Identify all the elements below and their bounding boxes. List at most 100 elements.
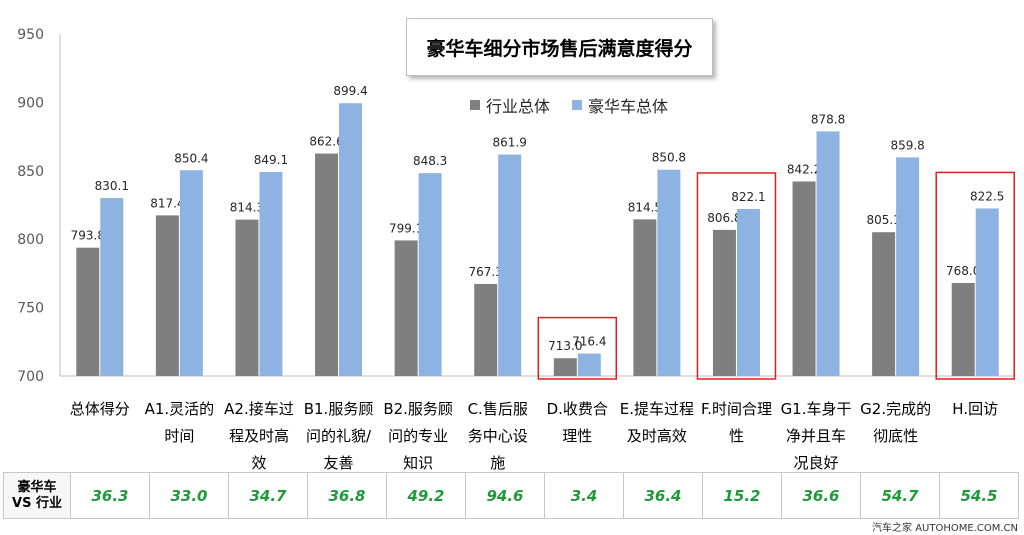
y-tick-label: 950 bbox=[17, 27, 44, 43]
data-label-luxury: 861.9 bbox=[493, 136, 527, 150]
x-tick-label-line: 性 bbox=[728, 427, 744, 445]
bar-industry bbox=[76, 247, 100, 376]
comparison-value: 36.3 bbox=[70, 472, 150, 519]
x-tick-label-line: A1.灵活的 bbox=[144, 400, 215, 418]
comparison-value: 54.5 bbox=[939, 472, 1019, 519]
legend-item-luxury: 豪华车总体 bbox=[572, 93, 668, 117]
bar-chart: 700 750 800 850 900 950 793.8 830.1 817.4 850.4 81… bbox=[17, 27, 1015, 385]
bar-industry bbox=[872, 232, 896, 376]
bar-industry bbox=[951, 282, 975, 376]
data-label-industry: 767.3 bbox=[469, 265, 503, 279]
highlight-box bbox=[537, 316, 618, 380]
comparison-header-line2: VS 行业 bbox=[12, 495, 62, 511]
data-label-industry: 842.2 bbox=[787, 162, 821, 176]
y-tick-label: 700 bbox=[17, 369, 44, 385]
x-tick-label: A1.灵活的 时间 bbox=[140, 396, 218, 450]
data-label-industry: 768.0 bbox=[946, 264, 980, 278]
x-tick-label-line: 及时高效 bbox=[626, 427, 687, 445]
comparison-value: 36.4 bbox=[623, 472, 703, 519]
chart-legend: 行业总体 豪华车总体 bbox=[470, 93, 690, 117]
x-tick-label-line: C.售后服 bbox=[467, 400, 528, 418]
x-tick-label-line: A2.接车过 bbox=[224, 400, 294, 418]
x-tick-label-line: 理性 bbox=[562, 427, 593, 445]
bar-industry bbox=[792, 181, 816, 376]
bar-luxury bbox=[418, 173, 442, 376]
comparison-row: 豪华车 VS 行业 36.3 33.0 34.7 36.8 49.2 94.6 … bbox=[3, 472, 1019, 519]
x-tick-label: B2.服务顾 问的专业知识 bbox=[379, 396, 457, 477]
legend-label-luxury: 豪华车总体 bbox=[588, 97, 669, 116]
x-tick-label-line: D.收费合 bbox=[546, 400, 608, 418]
x-tick-label-line: B1.服务顾 bbox=[303, 400, 374, 418]
comparison-value: 15.2 bbox=[702, 472, 782, 519]
watermark: 汽车之家 AUTOHOME.COM.CN bbox=[872, 523, 1018, 534]
data-label-luxury: 822.1 bbox=[731, 190, 765, 204]
y-tick-label: 850 bbox=[17, 164, 44, 180]
x-tick-label: G1.车身干 净并且车况良好 bbox=[777, 396, 855, 477]
x-tick-label-line: 知识 bbox=[403, 454, 434, 472]
bar-luxury bbox=[100, 198, 124, 376]
x-tick-label: D.收费合理性 bbox=[538, 396, 616, 450]
bar-luxury bbox=[736, 208, 760, 376]
bar-luxury bbox=[577, 353, 601, 376]
bar-luxury bbox=[498, 154, 522, 376]
data-label-industry: 817.4 bbox=[150, 196, 184, 210]
data-label-industry: 805.1 bbox=[866, 213, 900, 227]
data-label-industry: 713.0 bbox=[548, 339, 582, 353]
bar-luxury bbox=[657, 169, 681, 376]
x-tick-label-line: 问的专业 bbox=[388, 427, 449, 445]
comparison-header: 豪华车 VS 行业 bbox=[3, 472, 71, 519]
highlight-box bbox=[696, 172, 777, 380]
x-tick-label-line: 务中心设 bbox=[467, 427, 528, 445]
y-tick-label: 900 bbox=[17, 95, 44, 111]
x-tick-label-line: 净并且车 bbox=[786, 427, 847, 445]
x-tick-label-line: 时间 bbox=[164, 427, 195, 445]
data-label-luxury: 850.8 bbox=[652, 151, 686, 165]
x-tick-label-line: B2.服务顾 bbox=[383, 400, 453, 418]
x-tick-label-line: E.提车过程 bbox=[619, 400, 694, 418]
data-label-luxury: 830.1 bbox=[95, 179, 129, 193]
x-tick-label-line: 程及时高 bbox=[228, 427, 289, 445]
bar-industry bbox=[553, 358, 577, 376]
x-tick-label: F.时间合理性 bbox=[697, 396, 775, 450]
data-label-industry: 799.1 bbox=[389, 221, 423, 235]
x-tick-label-line: 效 bbox=[251, 454, 267, 472]
data-label-luxury: 849.1 bbox=[254, 153, 288, 167]
comparison-table: 豪华车 VS 行业 36.3 33.0 34.7 36.8 49.2 94.6 … bbox=[3, 472, 1019, 519]
x-tick-label: E.提车过程 及时高效 bbox=[618, 396, 696, 450]
comparison-value: 33.0 bbox=[149, 472, 229, 519]
comparison-header-line1: 豪华车 bbox=[17, 479, 57, 495]
bar-luxury bbox=[339, 103, 363, 377]
bar-luxury bbox=[179, 170, 203, 376]
bar-luxury bbox=[259, 172, 283, 376]
legend-swatch-luxury bbox=[572, 100, 583, 110]
x-tick-label: B1.服务顾 问的礼貌/友善 bbox=[300, 396, 378, 477]
chart-title: 豪华车细分市场售后满意度得分 bbox=[406, 18, 713, 76]
bar-industry bbox=[235, 219, 259, 376]
x-tick-label-line: G1.车身干 bbox=[780, 400, 852, 418]
data-label-industry: 862.6 bbox=[309, 135, 343, 149]
legend-label-industry: 行业总体 bbox=[486, 97, 551, 116]
bar-industry bbox=[394, 240, 418, 376]
data-label-industry: 793.8 bbox=[71, 229, 105, 243]
data-label-industry: 806.8 bbox=[707, 211, 741, 225]
comparison-value: 36.6 bbox=[781, 472, 861, 519]
comparison-value: 3.4 bbox=[544, 472, 624, 519]
comparison-value: 36.8 bbox=[307, 472, 387, 519]
y-tick-label: 750 bbox=[17, 301, 44, 317]
data-label-luxury: 850.4 bbox=[174, 151, 208, 165]
bar-industry bbox=[474, 283, 498, 376]
comparison-value: 94.6 bbox=[465, 472, 545, 519]
x-tick-label-line: 问的礼貌/ bbox=[306, 427, 372, 445]
x-tick-label-line: 况良好 bbox=[793, 454, 839, 472]
bar-industry bbox=[633, 219, 657, 376]
x-tick-label-line: H.回访 bbox=[952, 400, 999, 418]
data-label-luxury: 859.8 bbox=[890, 138, 924, 152]
x-tick-label: C.售后服 务中心设施 bbox=[459, 396, 537, 477]
data-label-luxury: 716.4 bbox=[572, 335, 606, 349]
data-label-luxury: 822.5 bbox=[970, 189, 1004, 203]
x-tick-label-line: 友善 bbox=[323, 454, 354, 472]
x-tick-label-line: G2.完成的 bbox=[860, 400, 932, 418]
x-tick-label-line: 总体得分 bbox=[69, 400, 130, 418]
x-tick-label: A2.接车过 程及时高效 bbox=[220, 396, 298, 477]
data-label-luxury: 878.8 bbox=[811, 112, 845, 126]
